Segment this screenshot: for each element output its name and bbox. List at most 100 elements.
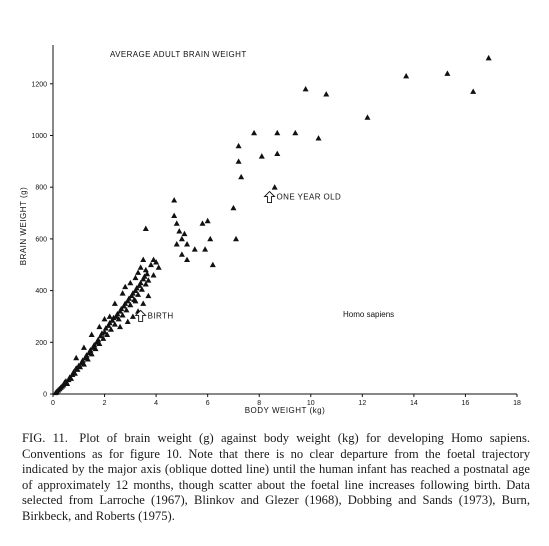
data-point: [204, 217, 211, 224]
data-point: [132, 297, 139, 304]
data-point: [184, 256, 191, 262]
data-point: [115, 316, 122, 322]
data-point: [230, 204, 237, 211]
data-point: [111, 321, 118, 327]
annotation-label: BIRTH: [148, 311, 174, 320]
data-point: [80, 361, 87, 367]
x-tick-label: 2: [103, 400, 107, 407]
data-point: [129, 313, 136, 319]
figure-caption: FIG. 11. Plot of brain weight (g) agains…: [22, 431, 530, 525]
data-point: [142, 225, 149, 231]
data-points: [52, 54, 492, 396]
data-point: [470, 88, 477, 94]
data-point: [144, 270, 151, 277]
data-point: [127, 301, 134, 308]
data-point: [150, 256, 157, 262]
data-point: [132, 274, 139, 281]
data-point: [101, 328, 108, 335]
scatter-chart: 0 2 4 6 8 10 12 14 16 18 0 200 400 600 800 1000 1200 AVE…: [19, 45, 521, 415]
data-point: [207, 235, 214, 242]
birth-annotation: BIRTH: [134, 309, 174, 322]
data-point: [71, 370, 78, 376]
y-tick-label: 0: [43, 392, 47, 399]
up-arrow-icon: [134, 309, 147, 322]
y-tick-label: 600: [35, 236, 47, 243]
data-point: [403, 73, 410, 79]
data-point: [302, 85, 309, 92]
annotations: BIRTH ONE YEAR OLD: [134, 190, 342, 322]
data-point: [111, 300, 118, 306]
data-point: [140, 300, 147, 306]
data-point: [138, 286, 145, 292]
data-point: [485, 54, 492, 61]
data-point: [171, 212, 178, 219]
data-point: [274, 150, 281, 156]
y-tick-label: 400: [35, 288, 47, 295]
data-point: [292, 129, 299, 136]
data-point: [153, 259, 160, 265]
data-point: [119, 290, 126, 296]
x-tick-label: 4: [154, 400, 158, 407]
x-tick-label: 18: [513, 400, 521, 407]
data-point: [127, 279, 134, 286]
data-point: [142, 266, 149, 273]
data-point: [135, 291, 142, 297]
species-label: Homo sapiens: [343, 310, 394, 319]
data-point: [364, 114, 371, 120]
data-point: [178, 251, 185, 257]
data-point: [108, 326, 114, 332]
data-point: [178, 235, 185, 242]
data-point: [80, 344, 87, 350]
data-point: [104, 331, 111, 337]
data-point: [96, 340, 103, 346]
data-point: [142, 281, 149, 287]
data-point: [77, 363, 84, 370]
data-point: [147, 261, 154, 268]
data-point: [191, 246, 198, 252]
data-point: [258, 153, 265, 159]
x-tick-label: 16: [462, 400, 470, 407]
y-tick-label: 1000: [31, 133, 47, 140]
data-point: [444, 70, 451, 76]
data-point: [181, 230, 188, 237]
x-tick-label: 14: [410, 400, 418, 407]
data-point: [96, 323, 103, 330]
data-point: [235, 142, 242, 149]
annotation-label: ONE YEAR OLD: [277, 193, 342, 202]
data-point: [88, 331, 95, 337]
up-arrow-icon: [263, 190, 276, 203]
data-point: [184, 241, 191, 247]
data-point: [124, 318, 131, 325]
data-point: [137, 279, 144, 286]
y-tick-label: 800: [35, 185, 47, 192]
data-point: [251, 129, 258, 136]
data-point: [145, 292, 152, 299]
data-point: [145, 277, 152, 283]
y-tick-label: 200: [35, 340, 47, 347]
data-point: [233, 235, 240, 242]
data-point: [95, 336, 102, 343]
data-point: [150, 272, 157, 278]
y-axis-label: BRAIN WEIGHT (g): [19, 187, 28, 266]
chart-title: AVERAGE ADULT BRAIN WEIGHT: [110, 50, 247, 59]
data-point: [101, 316, 108, 322]
data-point: [92, 345, 99, 352]
data-point: [271, 184, 278, 190]
x-tick-label: 6: [206, 400, 210, 407]
y-tick-label: 1200: [31, 81, 47, 88]
x-tick-label: 10: [307, 400, 315, 407]
caption-text: Plot of brain weight (g) against body we…: [22, 431, 530, 523]
data-point: [64, 380, 71, 387]
x-axis-label: BODY WEIGHT (kg): [245, 406, 326, 415]
data-point: [171, 197, 178, 203]
data-point: [176, 228, 183, 234]
x-tick-label: 0: [51, 400, 55, 407]
data-point: [274, 129, 281, 136]
figure-label: FIG. 11.: [22, 431, 68, 445]
data-point: [155, 264, 162, 270]
data-point: [137, 264, 144, 270]
data-point: [117, 323, 124, 330]
one-year-annotation: ONE YEAR OLD: [263, 190, 342, 203]
data-point: [202, 246, 209, 252]
data-point: [238, 173, 245, 180]
